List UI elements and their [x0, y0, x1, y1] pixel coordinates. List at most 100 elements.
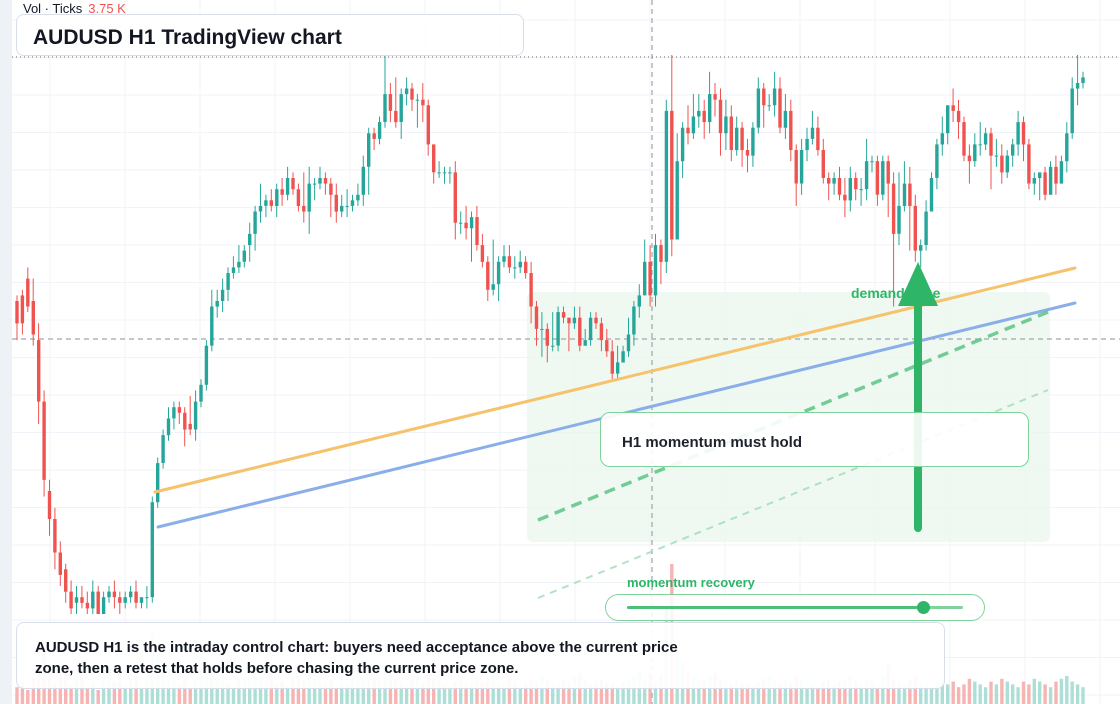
volume-bar — [323, 684, 328, 704]
volume-bar — [1011, 684, 1015, 704]
volume-bar — [762, 678, 766, 704]
candle-body — [875, 161, 880, 195]
momentum-slider-knob[interactable] — [916, 601, 930, 614]
volume-bar — [816, 687, 820, 704]
candle-body — [226, 273, 230, 290]
volume-bar — [296, 676, 301, 704]
volume-bar — [1059, 678, 1064, 704]
volume-bar — [778, 684, 782, 704]
candle-body — [805, 138, 809, 151]
candle-body — [356, 194, 360, 201]
volume-bar — [291, 678, 295, 704]
volume-bar — [226, 684, 230, 704]
volume-legend: Vol · Ticks 3.75 K — [23, 1, 126, 16]
candle-body — [486, 261, 490, 290]
candle-body — [680, 127, 685, 162]
volume-bar — [745, 684, 750, 704]
candle-body — [929, 178, 934, 212]
demand-zone-label: demand zone — [851, 285, 941, 301]
volume-bar — [540, 676, 544, 704]
volume-bar — [318, 681, 322, 704]
candle-body — [799, 150, 804, 184]
candle-body — [480, 245, 485, 262]
volume-bar — [567, 681, 571, 704]
candle-body — [172, 407, 176, 419]
candle-body — [724, 116, 728, 134]
volume-bar — [837, 681, 842, 704]
candle-body — [561, 312, 566, 318]
volume-legend-value: 3.75 K — [88, 1, 126, 16]
candle-body — [708, 94, 712, 122]
candle-body — [908, 183, 912, 206]
volume-bar — [394, 678, 398, 704]
candle-body — [513, 267, 517, 269]
candle-body — [643, 261, 647, 296]
candle-body — [345, 205, 349, 207]
candle-body — [659, 245, 663, 262]
candle-body — [112, 591, 117, 598]
candle-body — [626, 334, 631, 352]
volume-bar — [459, 678, 463, 704]
candle-body — [302, 205, 306, 212]
volume-bar — [978, 684, 982, 704]
volume-bar — [85, 687, 90, 704]
candle-body — [280, 189, 284, 195]
volume-bar — [994, 684, 999, 704]
volume-bar — [215, 678, 219, 704]
volume-bar — [805, 681, 809, 704]
candle-body — [491, 284, 495, 290]
candle-body — [616, 362, 620, 374]
candle-body — [902, 183, 907, 206]
candle-body — [1054, 166, 1058, 184]
volume-bar — [513, 681, 517, 704]
candle-body — [96, 591, 100, 614]
candle-body — [594, 317, 598, 324]
volume-bar — [989, 681, 993, 704]
volume-bar — [1070, 681, 1074, 704]
momentum-slider-track[interactable] — [627, 601, 963, 614]
volume-bar — [502, 684, 506, 704]
candle-body — [242, 250, 246, 262]
volume-bar — [1065, 676, 1069, 704]
volume-bar — [864, 678, 869, 704]
candle-body — [675, 161, 679, 240]
candle-body — [1081, 77, 1085, 83]
candle-body — [994, 155, 999, 157]
candle-body — [1000, 155, 1004, 173]
candle-body — [556, 312, 560, 346]
volume-bar — [340, 681, 344, 704]
momentum-recovery-slider[interactable] — [605, 594, 985, 621]
candle-body — [864, 161, 869, 190]
volume-bar — [302, 681, 306, 704]
volume-bar — [69, 684, 73, 704]
candle-body — [350, 200, 355, 206]
candle-body — [421, 99, 425, 106]
volume-bar — [772, 681, 777, 704]
candle-body — [107, 591, 111, 598]
volume-bar — [372, 678, 376, 704]
volume-bar — [810, 684, 815, 704]
volume-bar — [145, 681, 149, 704]
volume-bar — [1000, 678, 1004, 704]
candle-body — [264, 200, 268, 206]
volume-bar — [139, 687, 144, 704]
volume-bar — [524, 684, 528, 704]
volume-bar — [973, 681, 977, 704]
volume-bar — [312, 678, 317, 704]
candle-body — [210, 306, 214, 346]
candle-body — [453, 172, 457, 223]
candle-body — [253, 211, 257, 234]
volume-bar — [20, 681, 25, 704]
volume-bar — [854, 681, 858, 704]
volume-bar — [410, 678, 414, 704]
volume-bar — [891, 678, 896, 704]
candle-body — [275, 189, 279, 206]
volume-bar — [708, 676, 712, 704]
volume-bar — [183, 678, 187, 704]
candle-body — [870, 161, 874, 163]
volume-bar — [702, 681, 706, 704]
volume-bar — [134, 676, 138, 704]
volume-bar — [242, 681, 246, 704]
candle-body — [756, 88, 761, 128]
